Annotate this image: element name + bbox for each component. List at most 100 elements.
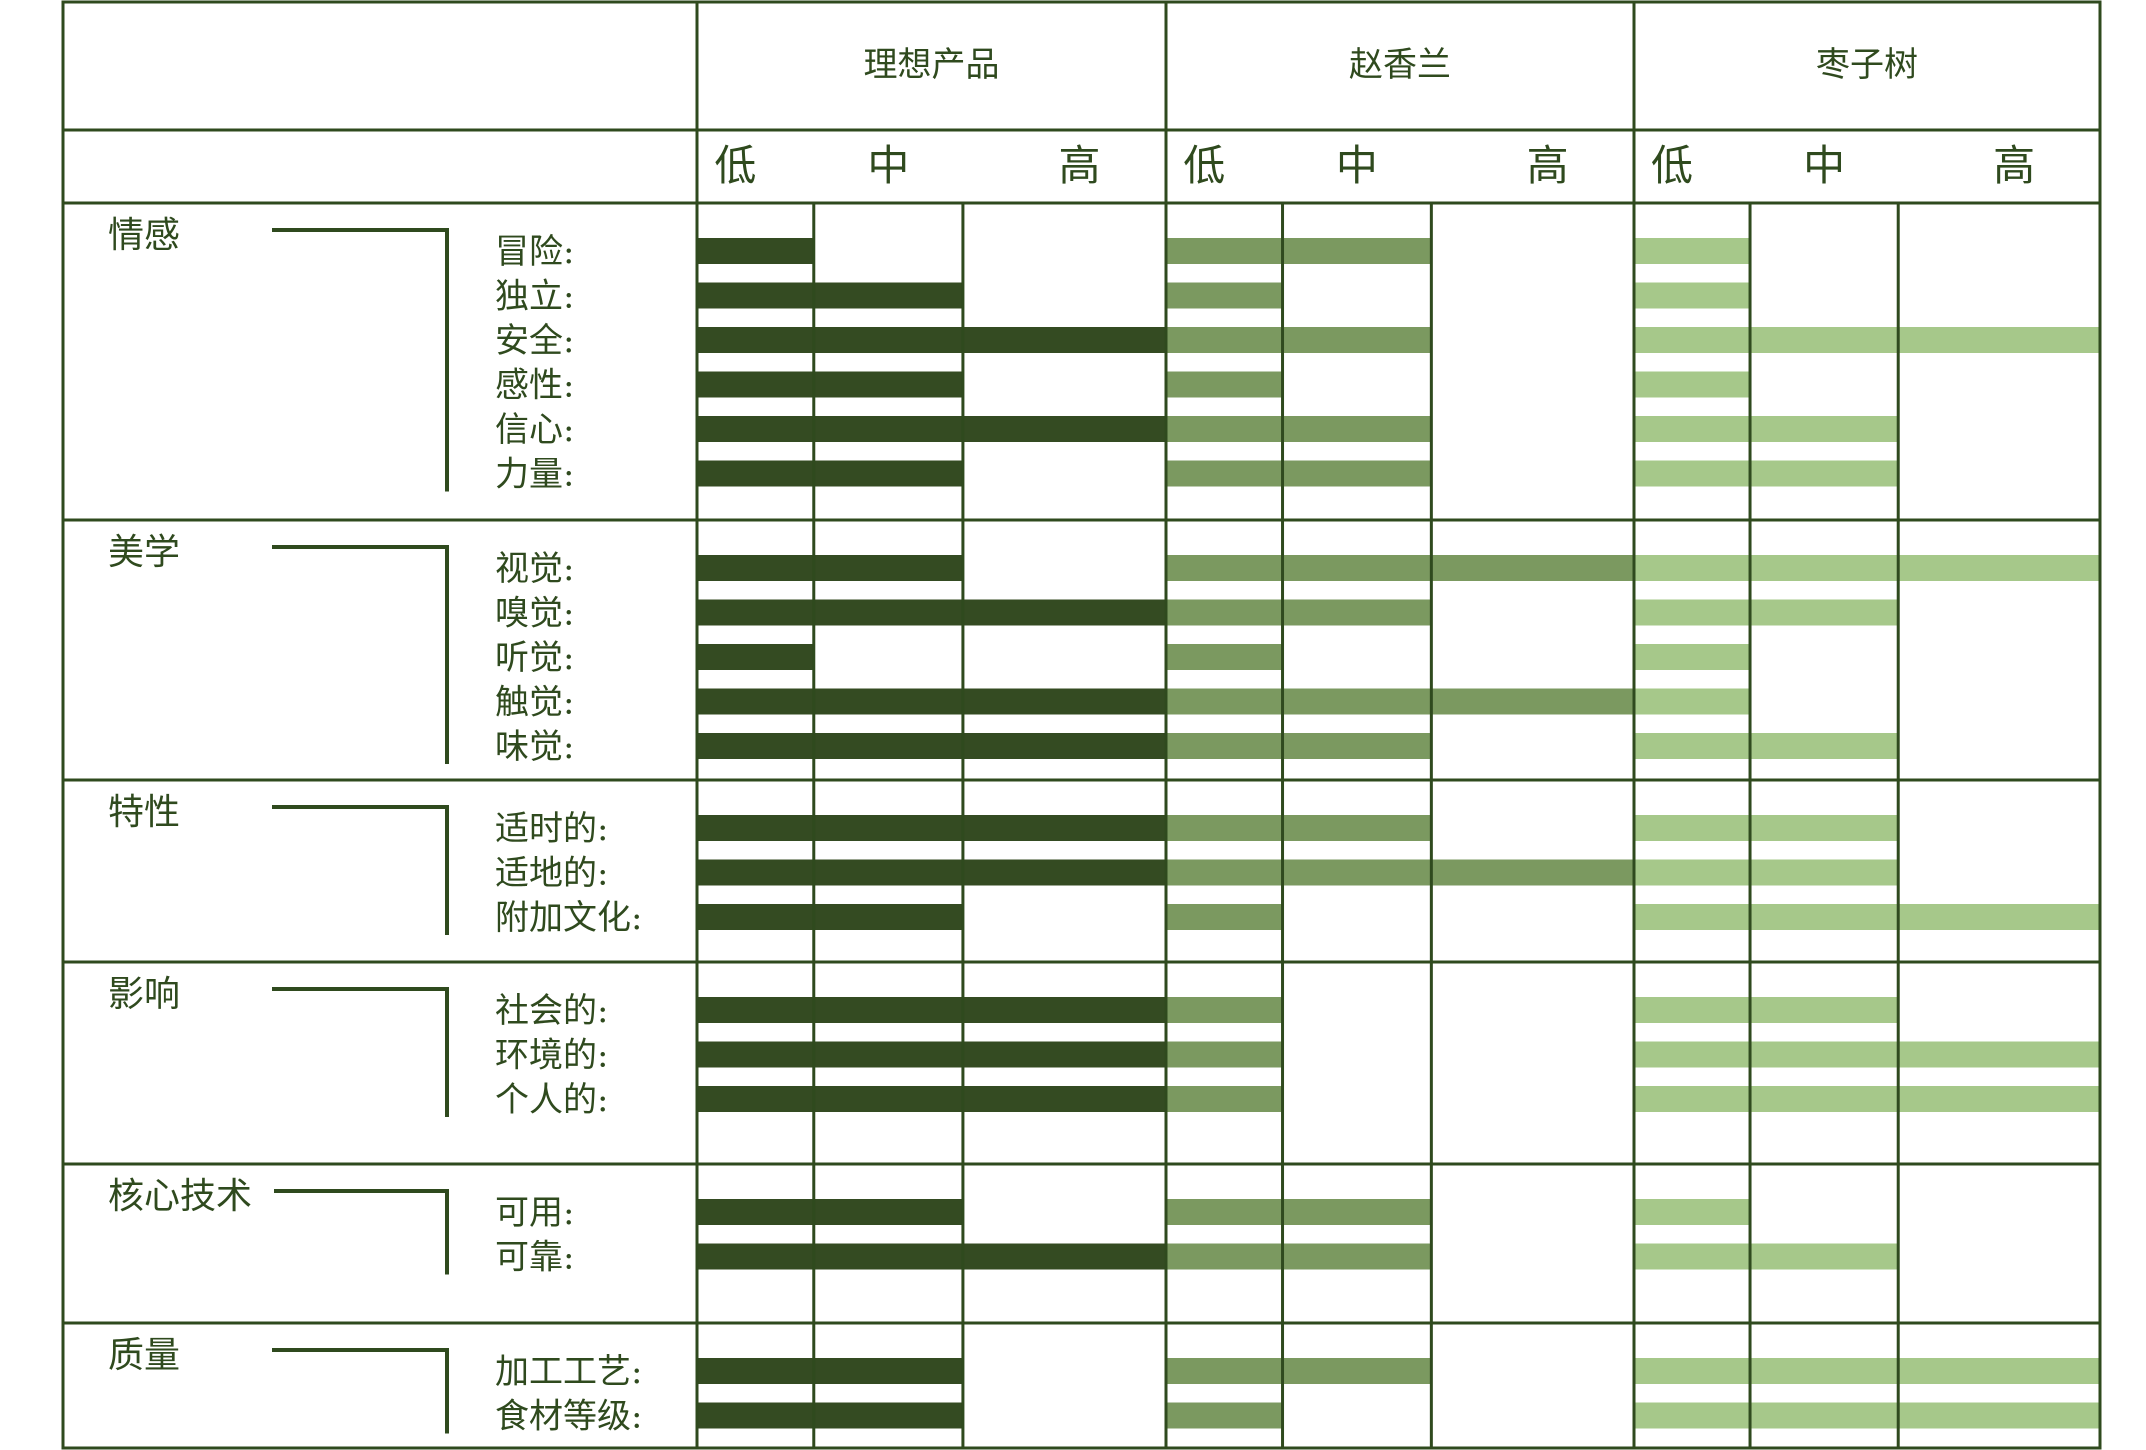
bar-5-0-series-0 [697,1358,963,1384]
bar-4-0-series-0 [697,1199,963,1225]
bar-4-1-series-2 [1634,1243,1899,1270]
bar-2-0-series-0 [697,815,1166,841]
bar-3-2-series-0 [697,1086,1166,1112]
bar-2-0-series-1 [1166,815,1432,841]
group-bracket-4 [274,1189,449,1275]
level-label-2-2: 高 [1993,141,2035,190]
item-label-1-2: 听觉: [495,638,574,678]
bar-0-1-series-0 [697,282,963,309]
item-label-0-4: 信心: [495,410,574,450]
group-bracket-0 [272,228,449,492]
bar-3-1-series-0 [697,1041,1166,1068]
item-label-3-0: 社会的: [495,991,608,1031]
bar-1-4-series-1 [1166,733,1432,759]
bar-2-2-series-1 [1166,904,1283,930]
bar-4-1-series-0 [697,1243,1166,1270]
table-border [61,0,2102,1450]
level-label-2-0: 低 [1651,141,1693,190]
bar-5-0-series-2 [1634,1358,2100,1384]
bar-0-3-series-0 [697,371,963,398]
bar-0-2-series-1 [1166,327,1432,353]
bar-5-1-series-1 [1166,1402,1283,1429]
bar-3-1-series-2 [1634,1041,2100,1068]
bar-0-3-series-1 [1166,371,1283,398]
bar-0-4-series-0 [697,416,1166,442]
bar-3-0-series-2 [1634,997,1899,1023]
item-label-2-2: 附加文化: [495,898,642,938]
group-label-3: 影响 [108,974,180,1015]
bar-0-4-series-1 [1166,416,1432,442]
bar-0-2-series-2 [1634,327,2100,353]
level-label-0-1: 中 [867,141,909,190]
bar-0-5-series-2 [1634,460,1899,487]
level-label-0-2: 高 [1058,141,1100,190]
item-label-0-1: 独立: [495,277,574,317]
bar-3-0-series-0 [697,997,1166,1023]
bar-0-1-series-1 [1166,282,1283,309]
item-label-1-3: 触觉: [495,683,574,723]
level-label-1-2: 高 [1527,141,1569,190]
item-label-0-5: 力量: [495,455,574,495]
series-label-1: 赵香兰 [1349,45,1451,85]
level-label-1-0: 低 [1183,141,1225,190]
bar-0-4-series-2 [1634,416,1899,442]
bar-1-1-series-2 [1634,599,1899,626]
bar-4-1-series-1 [1166,1243,1432,1270]
bar-2-1-series-2 [1634,859,1899,886]
item-label-5-0: 加工工艺: [495,1352,642,1392]
bar-3-2-series-2 [1634,1086,2100,1112]
bar-0-1-series-2 [1634,282,1751,309]
item-label-0-3: 感性: [495,366,574,406]
bar-0-0-series-1 [1166,238,1432,264]
bar-4-0-series-1 [1166,1199,1432,1225]
bar-2-2-series-2 [1634,904,2100,930]
bar-1-0-series-0 [697,555,963,581]
item-label-0-2: 安全: [495,321,574,361]
item-label-1-0: 视觉: [495,549,574,589]
item-label-4-1: 可靠: [495,1238,574,1278]
group-label-2: 特性 [108,792,180,833]
item-label-1-4: 味觉: [495,727,574,767]
bar-1-0-series-2 [1634,555,2100,581]
bar-1-4-series-0 [697,733,1166,759]
bar-2-1-series-0 [697,859,1166,886]
bar-1-2-series-2 [1634,644,1751,670]
group-label-1: 美学 [108,532,180,573]
bar-0-2-series-0 [697,327,1166,353]
bar-0-3-series-2 [1634,371,1751,398]
bar-1-3-series-2 [1634,688,1751,715]
bar-1-3-series-0 [697,688,1166,715]
bar-2-0-series-2 [1634,815,1899,841]
group-bracket-3 [272,987,449,1117]
item-label-2-0: 适时的: [495,809,608,849]
bar-1-1-series-0 [697,599,1166,626]
bar-0-0-series-0 [697,238,814,264]
group-label-4: 核心技术 [108,1176,252,1217]
bar-4-0-series-2 [1634,1199,1751,1225]
group-label-5: 质量 [108,1335,180,1376]
level-label-1-1: 中 [1336,141,1378,190]
bar-3-1-series-1 [1166,1041,1283,1068]
bar-2-2-series-0 [697,904,963,930]
item-label-2-1: 适地的: [495,854,608,894]
item-label-3-2: 个人的: [495,1080,608,1120]
bar-1-4-series-2 [1634,733,1899,759]
bar-5-1-series-0 [697,1402,963,1429]
item-label-1-1: 嗅觉: [495,594,574,634]
series-label-0: 理想产品 [864,45,1000,85]
item-label-4-0: 可用: [495,1193,574,1233]
level-label-2-1: 中 [1803,141,1845,190]
bar-3-0-series-1 [1166,997,1283,1023]
bar-1-3-series-1 [1166,688,1634,715]
group-label-0: 情感 [108,215,180,256]
bar-0-5-series-0 [697,460,963,487]
group-bracket-1 [272,545,449,764]
item-label-0-0: 冒险: [495,232,574,272]
bar-5-0-series-1 [1166,1358,1432,1384]
bar-2-1-series-1 [1166,859,1634,886]
level-label-0-0: 低 [714,141,756,190]
item-label-3-1: 环境的: [495,1036,608,1076]
item-label-5-1: 食材等级: [495,1397,642,1437]
